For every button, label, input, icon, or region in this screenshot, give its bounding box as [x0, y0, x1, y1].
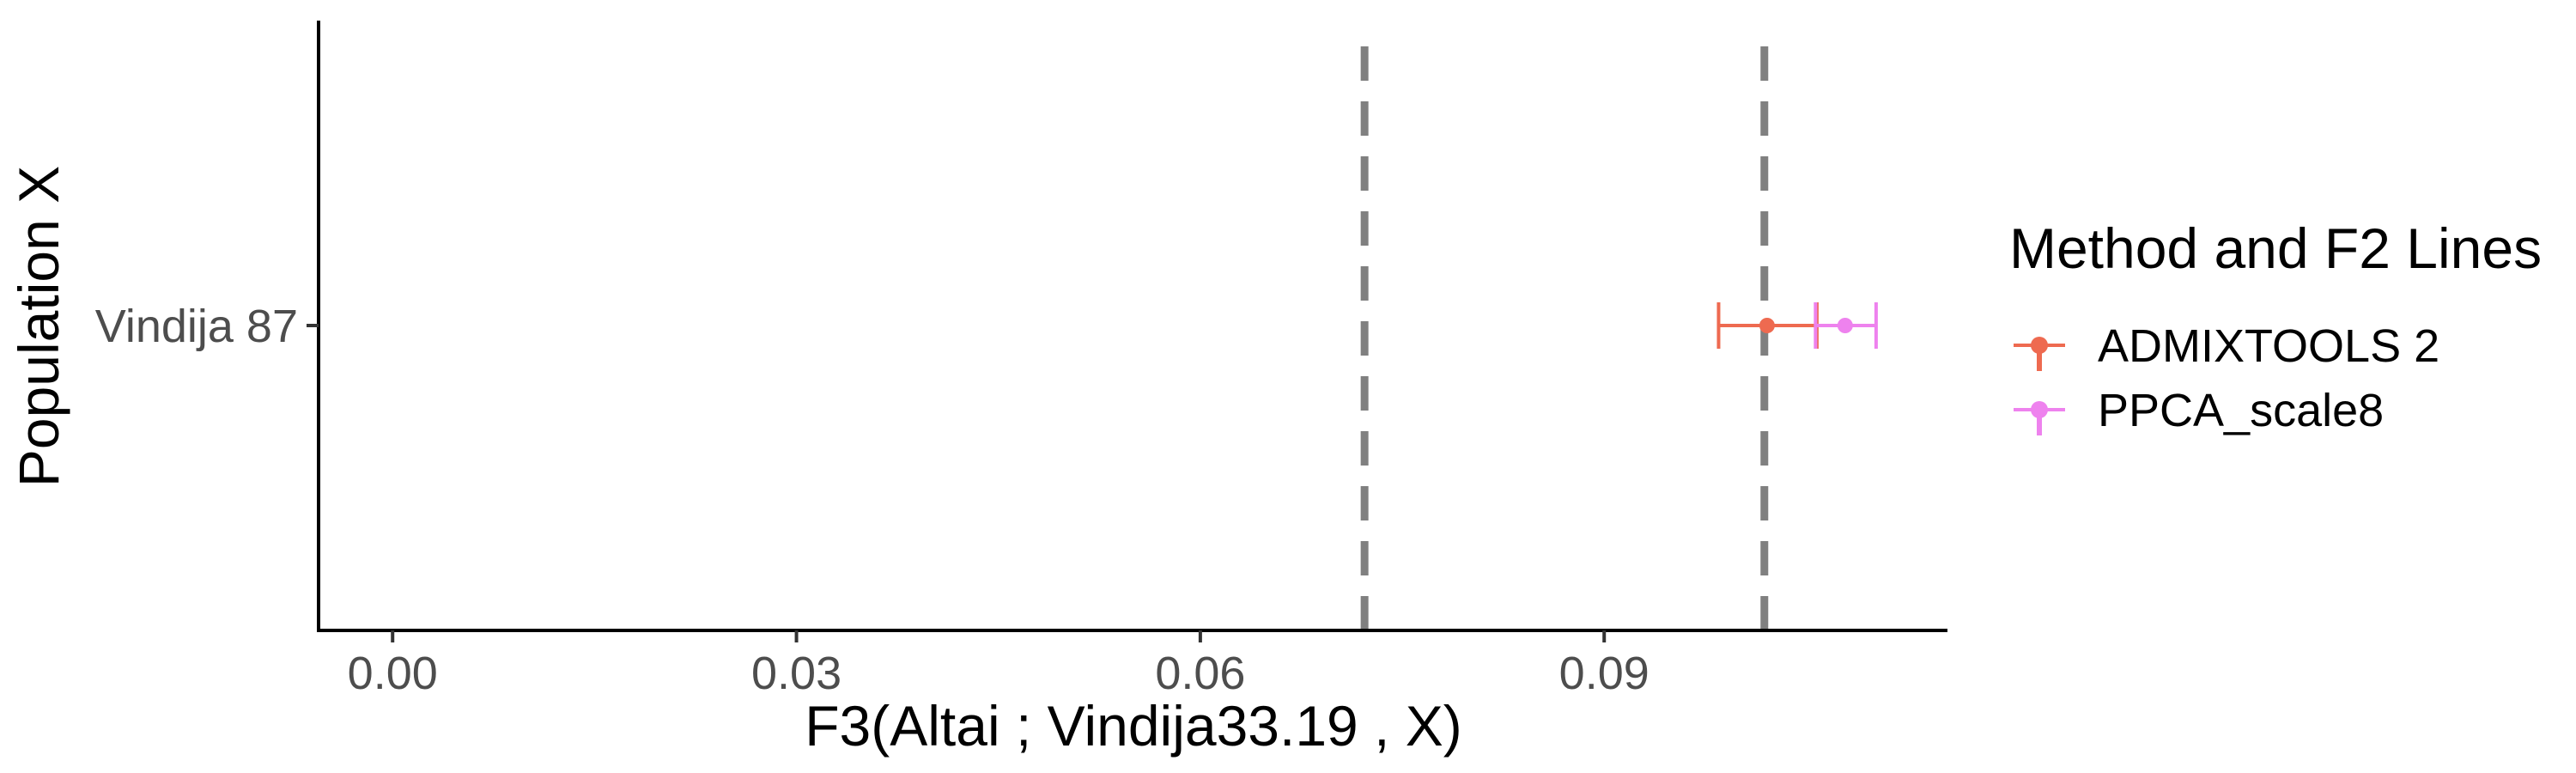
legend-label-2: PPCA_scale8: [2098, 385, 2384, 436]
legend-key-point-1: [2031, 337, 2048, 354]
y-axis-ticks: Vindija 87: [95, 301, 319, 352]
y-axis-title: Population X: [7, 166, 70, 487]
x-tick-label: 0.03: [751, 648, 841, 699]
data-marks: [1716, 302, 1878, 349]
x-axis-title: F3(Altai ; Vindija33.19 , X): [805, 694, 1462, 758]
legend-label-1: ADMIXTOOLS 2: [2098, 320, 2439, 372]
x-tick-label: 0.09: [1559, 648, 1649, 699]
x-axis-ticks: 0.00 0.03 0.06 0.09: [348, 630, 1649, 699]
legend: Method and F2 Lines ADMIXTOOLS 2 PPCA_sca…: [2009, 216, 2542, 436]
data-point-2: [1837, 318, 1853, 333]
data-point-1: [1759, 318, 1775, 333]
reference-lines: [1360, 46, 1769, 630]
legend-title: Method and F2 Lines: [2009, 216, 2542, 280]
legend-key-point-2: [2031, 401, 2048, 418]
x-tick-label: 0.06: [1155, 648, 1245, 699]
y-tick-label: Vindija 87: [95, 301, 298, 352]
x-tick-label: 0.00: [348, 648, 438, 699]
